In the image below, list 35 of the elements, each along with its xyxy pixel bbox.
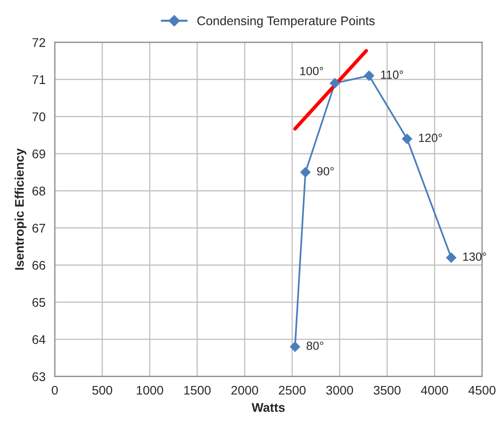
x-tick-label: 2000 <box>231 386 258 395</box>
y-tick-label: 65 <box>32 298 46 307</box>
x-tick-label: 2500 <box>278 386 306 395</box>
y-tick-label: 69 <box>32 149 46 158</box>
x-tick-label: 4000 <box>420 386 448 395</box>
annotation: 110° <box>381 70 404 79</box>
point <box>446 252 456 263</box>
point <box>402 134 412 144</box>
y-tick-label: 68 <box>32 186 46 196</box>
y-tick-label: 72 <box>32 38 46 47</box>
y-tick-label: 66 <box>32 260 46 270</box>
y-tick-label: 64 <box>32 335 46 344</box>
point <box>364 70 374 81</box>
legend-label: Condensing Temperature Points <box>197 16 375 28</box>
x-axis-title: Watts <box>252 403 285 412</box>
annotation: 80° <box>306 342 324 350</box>
point <box>300 167 311 178</box>
x-tick-label: 1500 <box>184 386 211 395</box>
annotation: 100° <box>300 66 324 76</box>
x-tick-label: 0 <box>52 386 58 395</box>
x-tick-label: 4500 <box>468 386 496 395</box>
y-axis-title: Isentropic Efficiency <box>14 148 26 270</box>
x-tick-label: 1000 <box>136 386 164 395</box>
y-tick-label: 67 <box>32 224 46 233</box>
y-tick-label: 71 <box>32 75 46 84</box>
x-tick-label: 500 <box>92 386 112 395</box>
annotation: 130° <box>463 252 486 261</box>
y-tick-label: 70 <box>32 112 46 122</box>
x-tick-label: 3500 <box>374 386 401 395</box>
annotation: 120° <box>419 134 442 142</box>
y-tick-label: 63 <box>32 372 46 382</box>
point <box>290 342 300 352</box>
annotation: 90° <box>317 167 334 176</box>
x-tick-label: 3000 <box>326 386 354 395</box>
point <box>330 78 340 88</box>
